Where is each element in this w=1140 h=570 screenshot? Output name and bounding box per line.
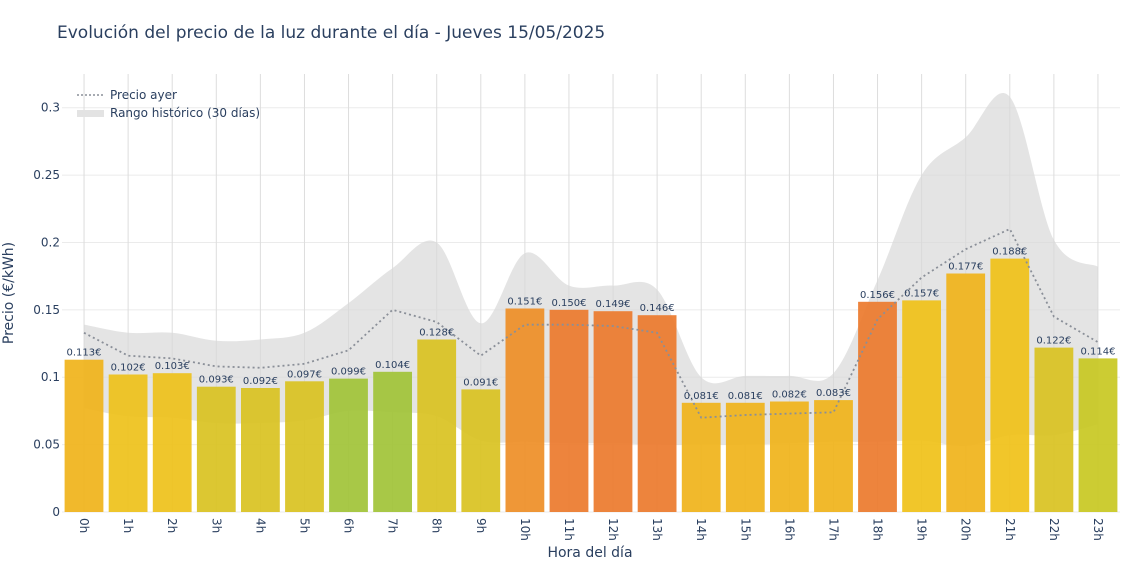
bar-value-label: 0.113€	[67, 348, 102, 359]
x-tick-label: 10h	[518, 518, 532, 541]
y-tick-label: 0.05	[33, 438, 60, 452]
bar-value-label: 0.081€	[728, 391, 763, 402]
bar-13h[interactable]	[637, 315, 677, 512]
yesterday-line-layer	[83, 227, 1099, 419]
bar-15h[interactable]	[725, 402, 765, 512]
bar-value-label: 0.177€	[948, 262, 983, 273]
x-tick-label: 8h	[430, 518, 444, 533]
bar-23h[interactable]	[1078, 358, 1118, 512]
x-tick-label: 2h	[165, 518, 179, 533]
bar-value-label: 0.081€	[684, 391, 719, 402]
bar-9h[interactable]	[461, 389, 501, 512]
x-tick-label: 14h	[694, 518, 708, 541]
bar-17h[interactable]	[814, 400, 853, 512]
y-tick-label: 0.2	[41, 236, 60, 250]
x-tick-label: 0h	[77, 518, 91, 533]
bar-value-label: 0.146€	[640, 303, 675, 314]
x-tick-label: 18h	[871, 518, 885, 541]
bar-4h[interactable]	[241, 388, 280, 512]
bar-value-label: 0.102€	[111, 363, 146, 374]
x-tick-label: 16h	[782, 518, 796, 541]
x-tick-label: 9h	[474, 518, 488, 533]
x-tick-label: 6h	[342, 518, 356, 533]
x-tick-label: 22h	[1047, 518, 1061, 541]
bar-16h[interactable]	[770, 401, 809, 513]
yesterday-price-line	[83, 227, 1099, 419]
y-tick-label: 0.15	[33, 303, 60, 317]
bar-6h[interactable]	[329, 378, 368, 512]
bar-value-label: 0.082€	[772, 390, 807, 401]
bar-5h[interactable]	[285, 381, 324, 512]
bar-10h[interactable]	[505, 308, 545, 513]
x-tick-label: 4h	[253, 518, 267, 533]
bar-value-label: 0.156€	[860, 290, 895, 301]
chart-title: Evolución del precio de la luz durante e…	[57, 23, 605, 43]
bar-value-label: 0.083€	[816, 388, 851, 399]
bar-value-label: 0.093€	[199, 375, 234, 386]
bar-18h[interactable]	[858, 301, 897, 512]
bar-14h[interactable]	[681, 402, 721, 512]
historical-range-layer	[84, 93, 1098, 447]
bar-value-label: 0.188€	[992, 247, 1027, 258]
x-tick-label: 5h	[298, 518, 312, 533]
bar-value-label: 0.097€	[287, 369, 322, 380]
x-tick-label: 19h	[915, 518, 929, 541]
historical-range-band	[84, 93, 1098, 447]
legend-item-yesterday: Precio ayer	[110, 88, 177, 102]
bar-1h[interactable]	[108, 374, 148, 513]
bar-8h[interactable]	[417, 339, 457, 513]
y-tick-label: 0.25	[33, 168, 60, 182]
y-tick-label: 0.1	[41, 370, 60, 384]
bar-20h[interactable]	[946, 273, 986, 513]
x-tick-label: 12h	[606, 518, 620, 541]
x-axis-title: Hora del día	[547, 545, 632, 561]
bar-value-label: 0.122€	[1036, 336, 1071, 347]
bar-value-label: 0.099€	[331, 367, 366, 378]
bar-22h[interactable]	[1034, 347, 1074, 512]
bar-value-label: 0.150€	[552, 298, 587, 309]
bar-11h[interactable]	[549, 309, 589, 512]
x-tick-label: 13h	[650, 518, 664, 541]
bar-2h[interactable]	[152, 373, 192, 512]
bar-labels-layer: 0.113€ 0.102€ 0.103€ 0.093€ 0.092€ 0.097€ 0.09…	[67, 247, 1116, 402]
x-tick-label: 1h	[121, 518, 135, 533]
x-tick-label: 3h	[209, 518, 223, 533]
x-tick-label: 17h	[827, 518, 841, 541]
bar-value-label: 0.151€	[507, 297, 542, 308]
x-tick-label: 20h	[959, 518, 973, 541]
bar-value-label: 0.091€	[463, 377, 498, 388]
x-tick-label: 7h	[386, 518, 400, 533]
bar-12h[interactable]	[593, 311, 633, 512]
bar-value-label: 0.092€	[243, 376, 278, 387]
bar-7h[interactable]	[373, 371, 412, 512]
y-tick-label: 0.3	[41, 101, 60, 115]
bars-layer	[64, 258, 1118, 513]
bar-value-label: 0.128€	[419, 328, 454, 339]
y-tick-label: 0	[52, 505, 60, 519]
x-axis: 0h 1h 2h 3h 4h 5h 6h 7h 8h 9h 10h 11h 12h 13h 14h 15h 16…	[77, 518, 1105, 541]
bar-value-label: 0.103€	[155, 361, 190, 372]
bar-value-label: 0.114€	[1081, 346, 1116, 357]
bar-0h[interactable]	[64, 359, 104, 512]
x-tick-label: 11h	[562, 518, 576, 541]
bar-21h[interactable]	[990, 258, 1030, 512]
y-axis-title: Precio (€/kWh)	[1, 242, 17, 344]
x-tick-label: 21h	[1003, 518, 1017, 541]
bar-value-label: 0.157€	[904, 288, 939, 299]
bar-value-label: 0.149€	[596, 299, 631, 310]
legend: Precio ayer Rango histórico (30 días)	[77, 88, 260, 120]
legend-item-range: Rango histórico (30 días)	[110, 106, 260, 120]
bar-value-label: 0.104€	[375, 360, 410, 371]
x-tick-label: 23h	[1091, 518, 1105, 541]
bar-3h[interactable]	[196, 386, 236, 512]
y-axis: 0 0.05 0.1 0.15 0.2 0.25 0.3	[33, 101, 60, 519]
bar-19h[interactable]	[902, 300, 941, 512]
x-tick-label: 15h	[738, 518, 752, 541]
legend-range-swatch	[77, 110, 104, 117]
